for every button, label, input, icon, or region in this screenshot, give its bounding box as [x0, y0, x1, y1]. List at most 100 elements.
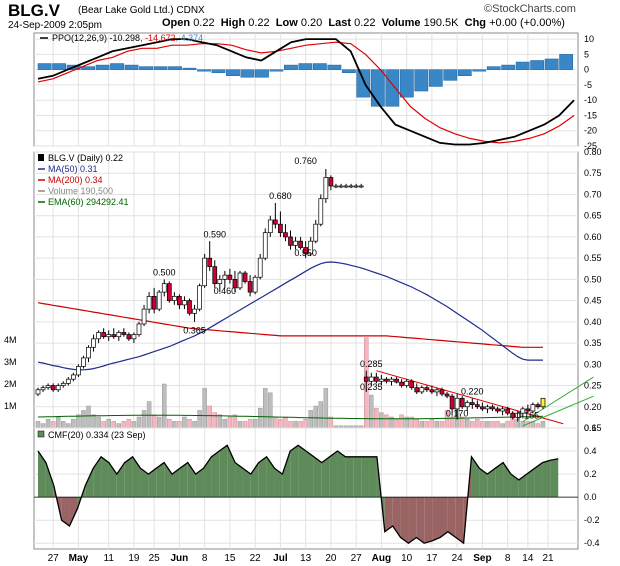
candle-body	[389, 378, 394, 382]
volume-bar	[71, 418, 76, 429]
candle-body	[323, 177, 329, 200]
cmf-area-segment	[219, 445, 228, 498]
candle-body	[237, 272, 243, 289]
candle-body	[172, 296, 177, 301]
company-name: (Bear Lake Gold Ltd.) CDNX	[78, 5, 205, 16]
price-legend-item: BLG.V (Daily) 0.22	[48, 153, 123, 163]
ma200-line	[37, 302, 543, 348]
volume-bar	[227, 416, 233, 429]
volume-bar	[318, 401, 324, 429]
candle-body	[187, 300, 192, 314]
price-annotation: 0.550	[294, 248, 317, 258]
chart-panels: 10 5 0 -5 -10 -15 -20 -250.80 0.75 0.70 0.65 0.60 0.…	[4, 32, 602, 564]
volume-bar	[172, 421, 177, 429]
ppo-histogram-bar	[182, 67, 197, 70]
cmf-area-segment	[156, 462, 165, 498]
volume-bar	[126, 418, 132, 429]
cmf-area-segment	[211, 451, 220, 498]
volume-bar	[495, 421, 500, 429]
cmf-tick-label: -0.2	[584, 515, 600, 525]
price-annotation: 0.285	[360, 359, 383, 369]
cmf-area-segment	[534, 462, 543, 498]
x-axis-label: 15	[224, 553, 236, 564]
price-annotation: 0.220	[461, 386, 484, 396]
volume-bar	[384, 414, 389, 429]
cmf-area-segment	[140, 468, 149, 498]
ppo-line	[37, 38, 575, 146]
ppo-tick-label: 5	[584, 49, 589, 59]
candle-body	[384, 378, 389, 382]
price-annotation: 0.760	[294, 156, 317, 166]
cmf-area-segment	[526, 468, 535, 498]
volume-bar	[156, 416, 162, 429]
cmf-area-segment	[384, 497, 393, 532]
volume-value: 190.5K	[423, 17, 459, 29]
ppo-histogram-bar	[81, 66, 95, 70]
ppo-histogram-bar	[414, 69, 429, 92]
price-legend-swatch	[38, 154, 44, 161]
chg-label: Chg	[464, 17, 487, 29]
cmf-area-segment	[203, 456, 212, 498]
volume-bar	[394, 418, 399, 429]
ppo-histogram-bar	[312, 63, 327, 70]
candle-body	[293, 240, 298, 246]
volume-bar	[81, 410, 86, 429]
price-tick-label: 0.45	[584, 296, 602, 306]
open-label: Open	[162, 17, 191, 29]
cmf-area-segment	[518, 474, 527, 498]
volume-bar	[500, 423, 505, 429]
candle-body	[303, 247, 308, 255]
cmf-area-segment	[148, 468, 157, 498]
cmf-area-segment	[132, 456, 141, 498]
volume-bar	[273, 416, 278, 429]
volume-bar	[535, 423, 541, 429]
cmf-tick-label: -0.4	[584, 538, 600, 548]
cmf-area-segment	[306, 451, 314, 498]
x-axis-label: 8	[202, 553, 208, 564]
price-tick-label: 0.50	[584, 274, 602, 284]
trendline-green	[522, 376, 594, 423]
volume-bar	[106, 418, 111, 429]
cmf-area-segment	[408, 497, 417, 544]
low-label: Low	[275, 17, 298, 29]
volume-bar	[374, 407, 379, 429]
volume-bar	[419, 421, 425, 429]
cmf-area-segment	[61, 497, 70, 526]
ppo-histogram-bar	[327, 64, 342, 70]
trendline-red	[376, 370, 564, 425]
cmf-area-segment	[258, 456, 267, 498]
candle-body	[60, 383, 66, 386]
ppo-histogram-bar	[37, 63, 52, 70]
volume-bar	[116, 423, 122, 429]
candle-body	[409, 380, 415, 389]
cmf-area-segment	[282, 451, 291, 498]
ppo-histogram-bar	[139, 66, 153, 70]
cmf-area-segment	[392, 497, 401, 538]
candle-body	[151, 296, 157, 310]
candle-body	[86, 346, 91, 359]
ppo-histogram-bar	[341, 69, 356, 73]
x-axis-label: 10	[401, 553, 413, 564]
cmf-area-segment	[471, 456, 480, 498]
candle-body	[262, 232, 268, 259]
cmf-area-segment	[400, 497, 409, 544]
x-axis-label: 22	[250, 553, 262, 564]
x-axis-label: Jul	[273, 553, 288, 564]
candle-body	[252, 276, 258, 293]
candle-body	[288, 236, 293, 246]
cmf-area-segment	[329, 451, 338, 498]
cmf-area-segment	[337, 451, 346, 498]
candle-body	[81, 357, 86, 367]
price-legend-item: Volume 190,500	[48, 186, 113, 196]
ppo-histogram-bar	[385, 69, 400, 107]
volume-bar	[222, 418, 228, 429]
x-axis-label: 19	[128, 553, 140, 564]
cmf-area-segment	[550, 458, 559, 498]
cmf-area-segment	[510, 474, 519, 498]
volume-bar	[480, 421, 485, 429]
ppo-histogram-bar	[284, 64, 298, 70]
ppo-histogram-bar	[153, 66, 168, 70]
candle-body	[525, 408, 531, 412]
cmf-area-segment	[353, 456, 362, 498]
